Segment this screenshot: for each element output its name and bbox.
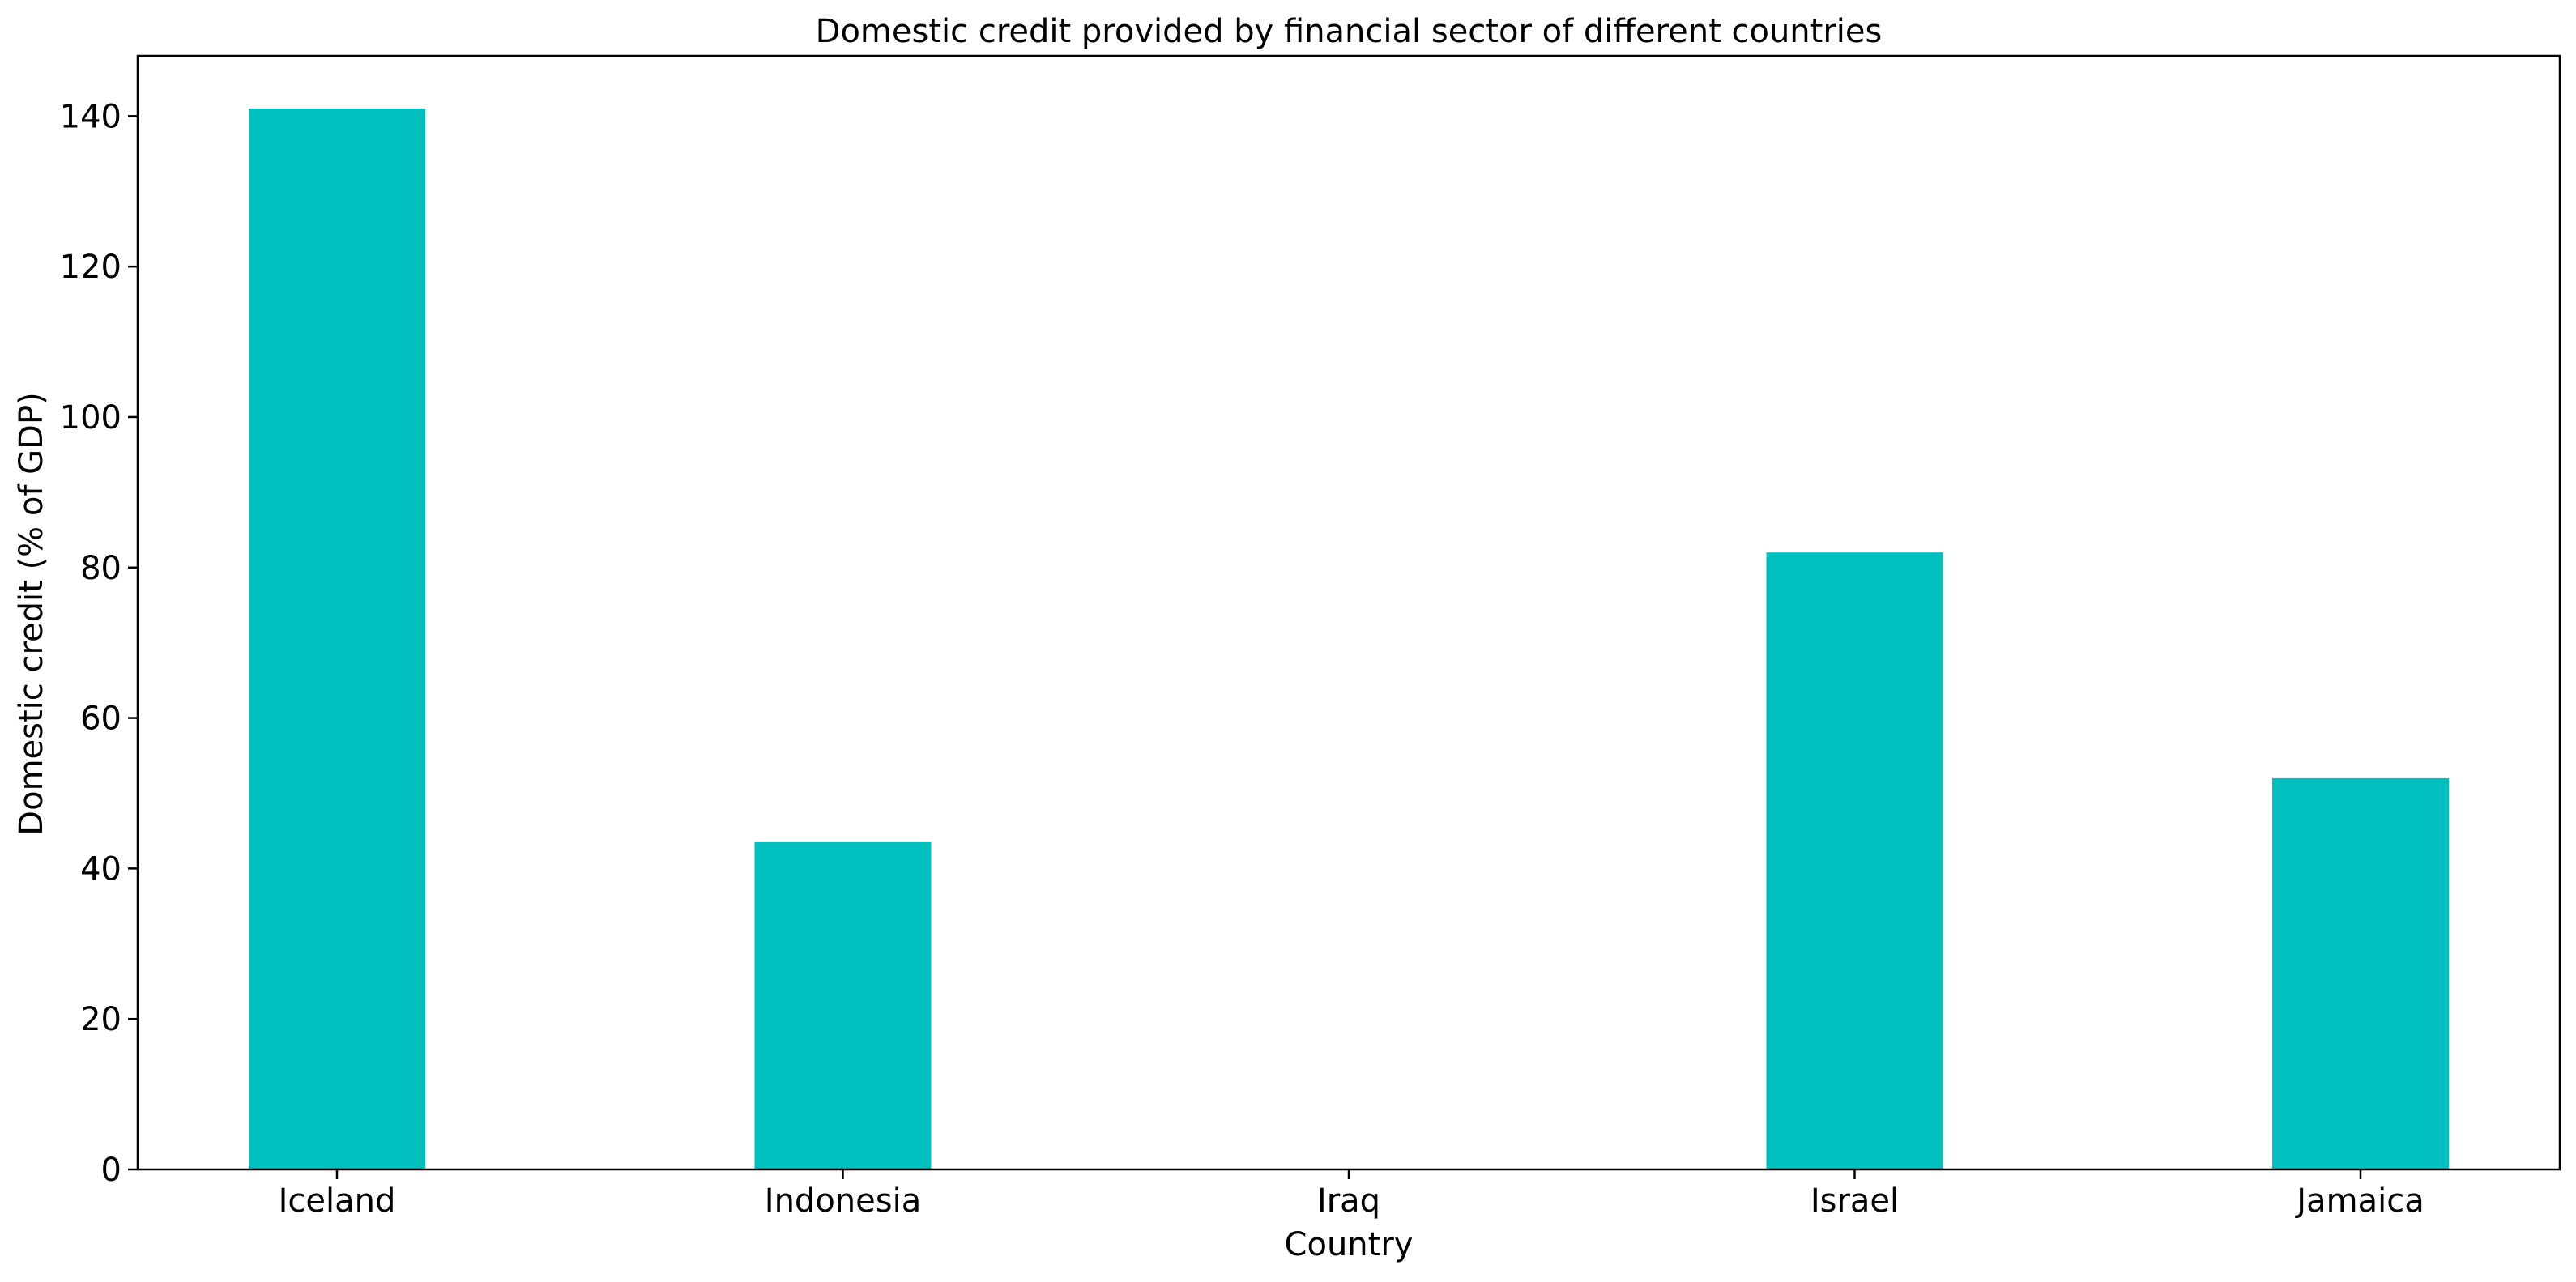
x-tick-label: Israel bbox=[1810, 1182, 1899, 1220]
y-tick-label: 60 bbox=[80, 701, 122, 738]
y-tick-label: 140 bbox=[60, 98, 122, 135]
y-axis-ticks: 0 20 40 60 80 100 120 140 bbox=[60, 98, 138, 1189]
bar-jamaica bbox=[2272, 777, 2449, 1169]
bars-group bbox=[249, 109, 2449, 1169]
bar-iceland bbox=[249, 109, 425, 1169]
x-tick-label: Iceland bbox=[279, 1182, 396, 1220]
x-tick-label: Iraq bbox=[1317, 1182, 1380, 1220]
y-tick-label: 0 bbox=[101, 1152, 122, 1189]
y-tick-label: 120 bbox=[60, 249, 122, 286]
y-tick-label: 20 bbox=[80, 1001, 122, 1038]
y-tick-label: 40 bbox=[80, 850, 122, 888]
x-axis-label: Country bbox=[1285, 1226, 1414, 1263]
plot-frame bbox=[136, 54, 2561, 1171]
y-tick-label: 100 bbox=[60, 399, 122, 437]
y-axis-label: Domestic credit (% of GDP) bbox=[13, 392, 50, 835]
bar-israel bbox=[1766, 552, 1943, 1169]
chart-title: Domestic credit provided by financial se… bbox=[816, 13, 1883, 50]
y-tick-label: 80 bbox=[80, 550, 122, 587]
bar-indonesia bbox=[754, 841, 932, 1169]
x-tick-label: Indonesia bbox=[765, 1182, 921, 1220]
x-tick-label: Jamaica bbox=[2294, 1182, 2424, 1220]
x-axis-ticks: Iceland Indonesia Iraq Israel Jamaica bbox=[279, 1169, 2425, 1220]
